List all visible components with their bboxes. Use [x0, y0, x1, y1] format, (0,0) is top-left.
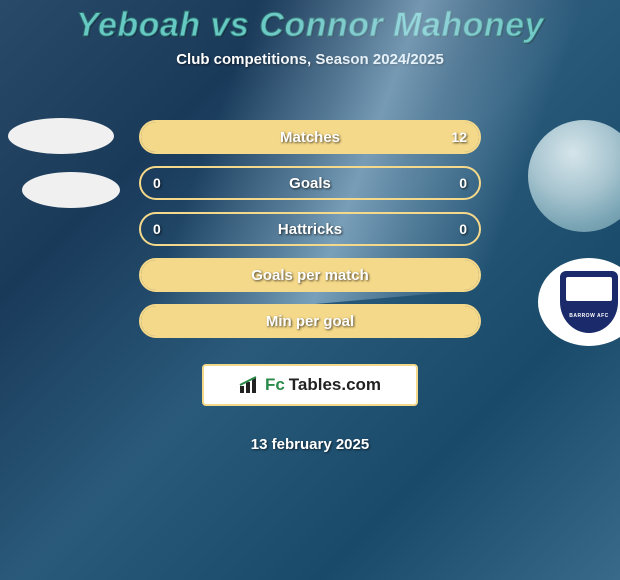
stat-label: Goals per match [251, 267, 369, 284]
stat-value-right: 12 [451, 129, 467, 145]
stat-label: Matches [280, 129, 340, 146]
fctables-logo: FcTables.com [202, 364, 418, 406]
logo-fc-text: Fc [265, 375, 285, 395]
stats-container: 12 Matches 0 0 Goals 0 0 Hattricks Goals per mat… [0, 120, 620, 453]
stat-row: 0 0 Goals [139, 166, 481, 200]
stat-value-left: 0 [153, 221, 161, 237]
stat-label: Min per goal [266, 313, 354, 330]
page-title: Yeboah vs Connor Mahoney [0, 0, 620, 45]
stat-value-right: 0 [459, 175, 467, 191]
stat-value-left: 0 [153, 175, 161, 191]
bar-chart-icon [239, 376, 261, 394]
stat-row: Min per goal [139, 304, 481, 338]
stat-row: 12 Matches [139, 120, 481, 154]
subtitle: Club competitions, Season 2024/2025 [0, 51, 620, 68]
stat-value-right: 0 [459, 221, 467, 237]
comparison-date: 13 february 2025 [251, 436, 369, 453]
stat-label: Hattricks [278, 221, 342, 238]
stat-row: 0 0 Hattricks [139, 212, 481, 246]
stat-row: Goals per match [139, 258, 481, 292]
logo-tables-text: Tables.com [289, 375, 381, 395]
stat-label: Goals [289, 175, 331, 192]
